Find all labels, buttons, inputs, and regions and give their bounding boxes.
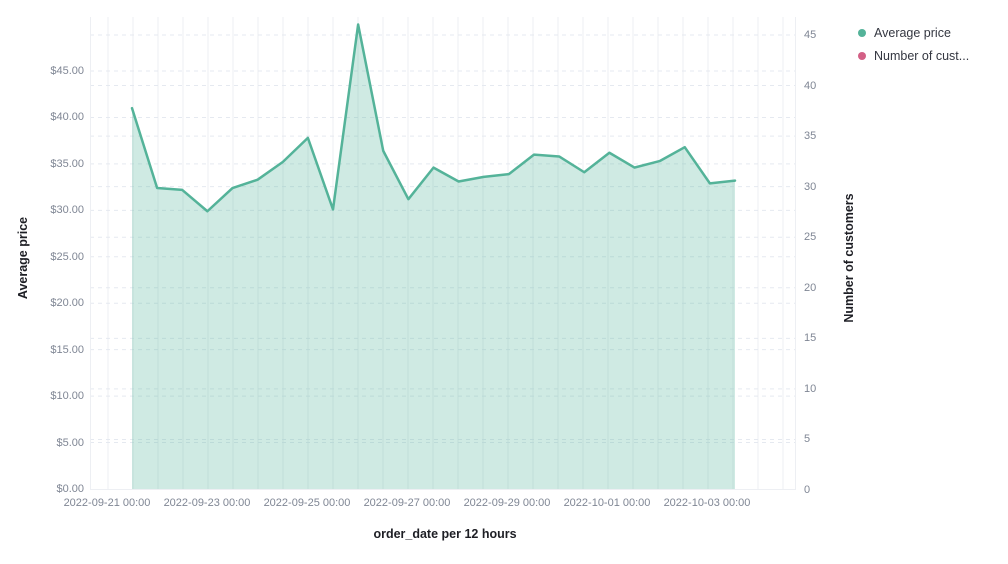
right-axis-tick-label: 40 bbox=[804, 79, 817, 92]
x-axis-tick-label: 2022-10-03 00:00 bbox=[663, 497, 751, 509]
left-axis-title: Average price bbox=[16, 216, 30, 300]
x-axis-title: order_date per 12 hours bbox=[373, 527, 517, 541]
x-axis-tick-label: 2022-09-29 00:00 bbox=[463, 497, 551, 509]
left-axis-tick-label: $0.00 bbox=[56, 483, 84, 495]
x-axis-tick-label: 2022-09-27 00:00 bbox=[363, 497, 451, 509]
left-axis-tick-label: $20.00 bbox=[50, 297, 84, 310]
right-axis-tick-label: 45 bbox=[804, 29, 817, 41]
x-axis-tick-label: 2022-10-01 00:00 bbox=[563, 497, 651, 509]
left-axis-tick-label: $25.00 bbox=[50, 250, 84, 263]
legend-dot-icon bbox=[858, 52, 866, 60]
left-axis-tick-label: $45.00 bbox=[50, 64, 84, 77]
right-axis-tick-label: 0 bbox=[804, 484, 811, 496]
average-price-line[interactable] bbox=[130, 23, 737, 213]
right-axis-tick-label: 30 bbox=[804, 180, 817, 193]
left-axis-tick-label: $5.00 bbox=[56, 436, 84, 449]
right-axis-tick-label: 35 bbox=[804, 130, 817, 143]
x-axis-tick-label: 2022-09-23 00:00 bbox=[163, 497, 251, 509]
legend-item-label: Number of cust... bbox=[874, 49, 970, 63]
legend-item-average-price[interactable]: Average price bbox=[858, 25, 969, 41]
left-axis-tick-label: $15.00 bbox=[50, 343, 84, 356]
right-axis-tick-label: 10 bbox=[804, 382, 817, 395]
legend: Average price Number of cust... bbox=[858, 25, 969, 64]
average-price-area[interactable] bbox=[132, 24, 735, 490]
x-axis-tick-label: 2022-09-25 00:00 bbox=[263, 497, 351, 509]
left-axis-tick-label: $10.00 bbox=[50, 390, 84, 403]
left-axis-tick-label: $35.00 bbox=[50, 157, 84, 170]
legend-dot-icon bbox=[858, 29, 866, 37]
right-axis-tick-label: 20 bbox=[804, 281, 817, 294]
right-axis-tick-label: 25 bbox=[804, 231, 817, 244]
legend-item-number-of-customers[interactable]: Number of cust... bbox=[858, 48, 969, 64]
left-axis-tick-label: $30.00 bbox=[50, 204, 84, 217]
right-axis-tick-label: 5 bbox=[804, 433, 811, 446]
left-axis-tick-label: $40.00 bbox=[50, 111, 84, 124]
legend-item-label: Average price bbox=[874, 26, 951, 40]
chart-plot-area[interactable] bbox=[90, 17, 796, 490]
x-axis-tick-label: 2022-09-21 00:00 bbox=[63, 497, 151, 509]
right-axis-tick-label: 15 bbox=[804, 332, 817, 345]
right-axis-title: Number of customers bbox=[842, 193, 856, 323]
